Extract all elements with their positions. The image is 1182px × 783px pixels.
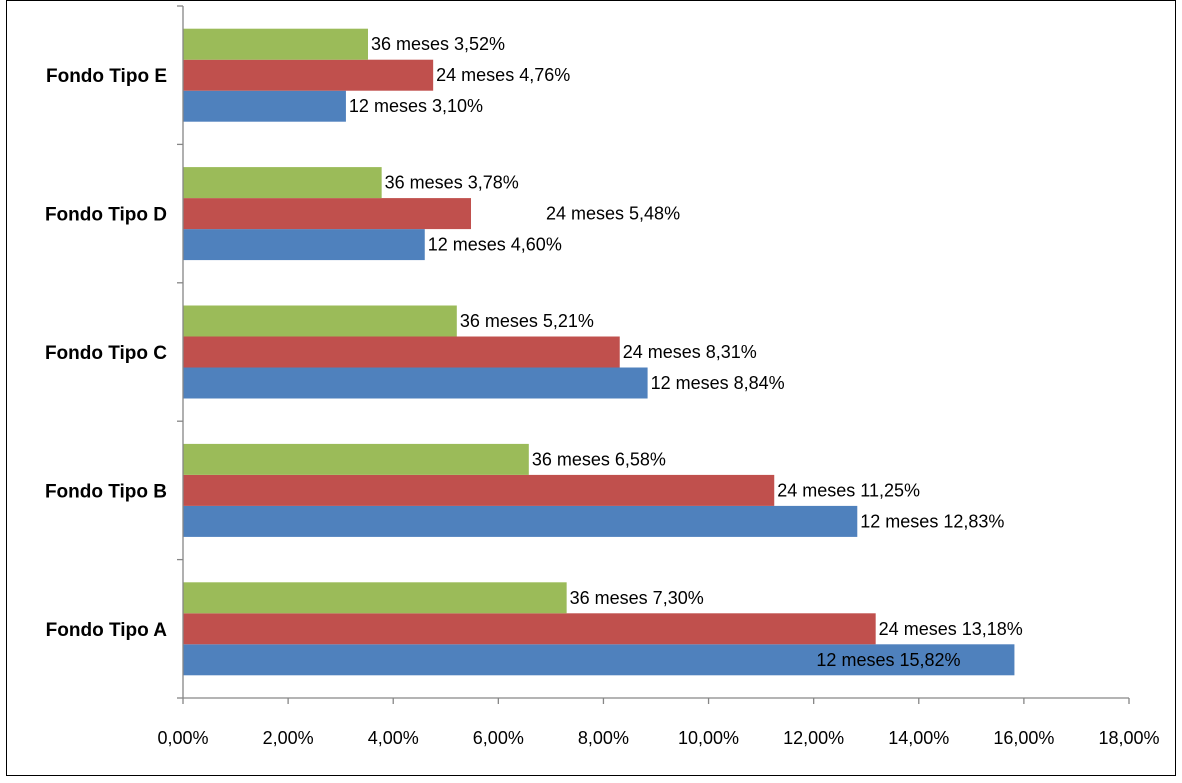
category-label: Fondo Tipo A bbox=[46, 620, 168, 641]
x-tick-label: 10,00% bbox=[678, 728, 739, 748]
data-label: 24 meses 11,25% bbox=[777, 480, 920, 500]
bar bbox=[183, 90, 346, 122]
category-label: Fondo Tipo B bbox=[45, 481, 167, 502]
bar bbox=[183, 59, 434, 91]
bar bbox=[183, 367, 648, 399]
data-label: 36 meses 7,30% bbox=[570, 588, 704, 608]
data-label: 12 meses 8,84% bbox=[651, 373, 785, 393]
data-label: 24 meses 8,31% bbox=[623, 342, 757, 362]
data-label: 12 meses 3,10% bbox=[349, 96, 483, 116]
data-label: 12 meses 12,83% bbox=[860, 511, 1004, 531]
x-tick-label: 12,00% bbox=[783, 728, 844, 748]
data-label: 36 meses 5,21% bbox=[460, 311, 594, 331]
x-tick-label: 18,00% bbox=[1098, 728, 1159, 748]
x-tick-label: 4,00% bbox=[368, 728, 419, 748]
axes-layer bbox=[177, 5, 1130, 704]
data-label: 36 meses 3,52% bbox=[371, 34, 505, 54]
x-tick-label: 14,00% bbox=[888, 728, 949, 748]
data-label: 12 meses 15,82% bbox=[816, 650, 960, 670]
bar bbox=[183, 443, 529, 475]
category-label: Fondo Tipo C bbox=[45, 343, 167, 364]
bars-layer bbox=[183, 28, 1015, 676]
x-tick-label: 8,00% bbox=[578, 728, 629, 748]
category-label: Fondo Tipo E bbox=[46, 66, 167, 87]
data-label: 24 meses 4,76% bbox=[436, 65, 570, 85]
bar bbox=[183, 644, 1015, 676]
bar bbox=[183, 28, 368, 60]
bar bbox=[183, 305, 457, 337]
bar bbox=[183, 474, 775, 506]
bar bbox=[183, 198, 472, 230]
x-tick-label: 0,00% bbox=[157, 728, 208, 748]
bar bbox=[183, 167, 382, 199]
labels-layer: 12 meses 15,82% 24 meses 13,18% 36 meses 7… bbox=[45, 34, 1160, 748]
bar bbox=[183, 229, 425, 261]
data-label: 36 meses 6,58% bbox=[532, 449, 666, 469]
data-label: 24 meses 5,48% bbox=[546, 204, 680, 224]
data-label: 12 meses 4,60% bbox=[428, 235, 562, 255]
bar bbox=[183, 505, 858, 537]
x-tick-label: 2,00% bbox=[263, 728, 314, 748]
bar bbox=[183, 582, 567, 614]
data-label: 36 meses 3,78% bbox=[385, 173, 519, 193]
data-label: 24 meses 13,18% bbox=[879, 619, 1023, 639]
x-tick-label: 16,00% bbox=[993, 728, 1054, 748]
x-tick-label: 6,00% bbox=[473, 728, 524, 748]
bar bbox=[183, 336, 620, 368]
bar bbox=[183, 613, 876, 645]
category-label: Fondo Tipo D bbox=[45, 205, 167, 226]
